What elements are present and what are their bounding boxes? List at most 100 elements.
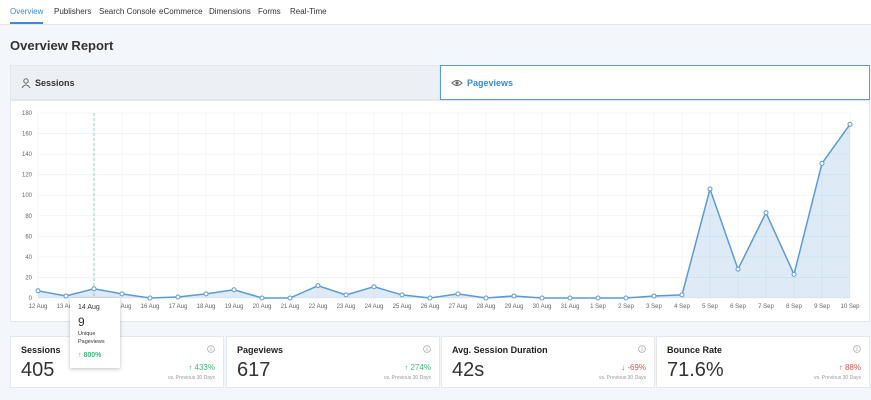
x-tick-label: 26 Aug — [421, 304, 440, 310]
point — [91, 286, 97, 292]
nav-tab[interactable]: Dimensions — [209, 7, 251, 16]
point — [455, 291, 461, 297]
stat-card: Avg. Session Duration 42s ↓ -69% vs. Previo… — [441, 336, 655, 388]
x-tick-label: 25 Aug — [393, 304, 412, 310]
y-tick-label: 180 — [22, 111, 33, 117]
point — [819, 160, 825, 166]
stat-label: Sessions — [21, 345, 61, 355]
x-tick-label: 3 Sep — [646, 304, 662, 310]
x-tick-label: 6 Sep — [730, 304, 746, 310]
page-title: Overview Report — [10, 38, 114, 53]
nav-tab[interactable]: Forms — [258, 7, 281, 16]
stat-change: ↑ 274% — [404, 363, 431, 372]
point — [147, 295, 153, 301]
point — [63, 293, 69, 299]
change-value: 274% — [410, 363, 431, 372]
y-tick-label: 140 — [22, 152, 33, 158]
line — [37, 123, 851, 299]
x-tick-label: 22 Aug — [309, 304, 328, 310]
x-tick-label: 28 Aug — [477, 304, 496, 310]
point — [791, 271, 797, 277]
x-tick-label: 18 Aug — [197, 304, 216, 310]
x-tick-label: 31 Aug — [561, 304, 580, 310]
metric-tab[interactable]: Pageviews — [440, 65, 870, 100]
nav-tab[interactable]: Overview — [10, 7, 44, 24]
point — [847, 121, 853, 127]
point — [119, 291, 125, 297]
info-icon — [638, 345, 646, 353]
stat-change: ↓ -69% — [621, 363, 646, 372]
stat-change: ↑ 433% — [188, 363, 215, 372]
y-tick-label: 0 — [29, 296, 33, 302]
change-value: 88% — [844, 363, 861, 372]
point — [735, 266, 741, 272]
x-tick-label: 20 Aug — [253, 304, 272, 310]
area-fill — [38, 124, 850, 298]
info-icon — [423, 345, 431, 353]
metric-tab[interactable]: Sessions — [10, 65, 440, 100]
point — [567, 295, 573, 301]
y-tick-label: 120 — [22, 173, 33, 179]
stat-note: vs. Previous 30 Days — [814, 375, 861, 381]
point — [175, 294, 181, 300]
x-tick-label: 15 Aug — [113, 304, 132, 310]
nav-tab[interactable]: Publishers — [54, 7, 92, 16]
user-icon — [21, 77, 31, 88]
tooltip-label: Unique Pageviews — [78, 331, 105, 345]
chart: 0 20 40 60 80 100 120 140 160 180 12 Aug 13 Aug14 A… — [10, 100, 870, 322]
x-tick-label: 1 Sep — [590, 304, 606, 310]
nav-tab[interactable]: Real-Time — [290, 7, 327, 16]
point — [343, 292, 349, 298]
change-value: -69% — [627, 363, 646, 372]
point — [539, 295, 545, 301]
stat-value: 405 — [21, 359, 55, 381]
stat-change: ↑ 88% — [838, 363, 861, 372]
y-tick-label: 60 — [25, 234, 32, 240]
x-tick-label: 7 Sep — [758, 304, 774, 310]
stat-value: 617 — [237, 359, 271, 381]
tooltip: 14 Aug 9 Unique Pageviews ↑ 800% — [70, 298, 120, 368]
tooltip-date: 14 Aug — [78, 304, 100, 311]
point — [371, 284, 377, 290]
point — [707, 186, 713, 192]
info-icon — [207, 345, 215, 353]
x-tick-label: 16 Aug — [141, 304, 160, 310]
point — [483, 295, 489, 301]
x-tick-label: 2 Sep — [618, 304, 634, 310]
x-tick-label: 30 Aug — [533, 304, 552, 310]
change-value: 800% — [83, 352, 102, 359]
nav-tab[interactable]: eCommerce — [159, 7, 203, 16]
y-tick-label: 40 — [25, 255, 32, 261]
point — [231, 287, 237, 293]
stat-value: 42s — [452, 359, 485, 381]
x-tick-label: 13 Aug — [57, 304, 76, 310]
x-tick-label: 24 Aug — [365, 304, 384, 310]
stat-card: Bounce Rate 71.6% ↑ 88% vs. Previous 30 Day… — [656, 336, 870, 388]
x-tick-label: 23 Aug — [337, 304, 356, 310]
point — [315, 283, 321, 289]
y-tick-label: 160 — [22, 132, 33, 138]
point — [623, 295, 629, 301]
nav-tab[interactable]: Search Console — [99, 7, 156, 16]
point — [651, 293, 657, 299]
point — [595, 295, 601, 301]
point — [399, 292, 405, 298]
point — [763, 210, 769, 216]
point — [203, 291, 209, 297]
tooltip-value: 9 — [78, 315, 85, 329]
nav-bar: Overview Publishers Search Console eComm… — [0, 0, 871, 25]
x-tick-label: 8 Sep — [786, 304, 802, 310]
y-tick-label: 20 — [25, 275, 32, 281]
stat-label: Pageviews — [237, 345, 284, 355]
x-tick-label: 5 Sep — [702, 304, 718, 310]
stat-note: vs. Previous 30 Days — [384, 375, 431, 381]
stat-note: vs. Previous 30 Days — [599, 375, 646, 381]
metric-tab-label: Pageviews — [467, 77, 514, 88]
x-tick-label: 19 Aug — [225, 304, 244, 310]
x-tick-label: 21 Aug — [281, 304, 300, 310]
y-tick-label: 80 — [25, 214, 32, 220]
x-tick-label: 4 Sep — [674, 304, 690, 310]
point — [679, 292, 685, 298]
metric-tab-label: Sessions — [35, 77, 75, 88]
